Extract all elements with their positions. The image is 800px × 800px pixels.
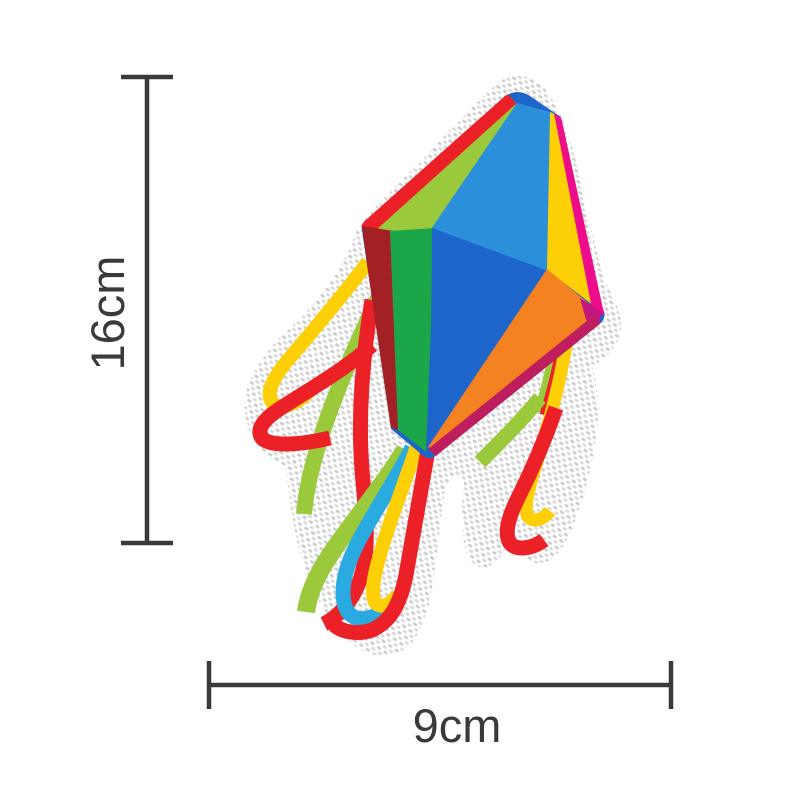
ribbon-lime-center [297,445,413,614]
width-dimension [206,661,674,709]
balloon-body [361,91,605,459]
facet-crimson-edge [428,316,603,458]
ribbon-lime-right [474,393,546,468]
facet-lime-top [374,103,529,232]
facet-dark-magenta [580,298,602,326]
ribbon-red-center [329,448,436,640]
facet-orange [428,269,599,452]
ribbon-cyan-center [335,444,419,626]
height-dimension [121,74,173,546]
facet-dark-blue [430,228,548,454]
facet-light-blue [431,103,554,271]
ribbon-yellow-center [365,440,425,613]
facet-magenta-edge [554,113,605,315]
ribbon-red-left-curl [252,339,378,452]
width-dimension-label: 9cm [412,699,502,752]
center-ribbons [297,440,436,640]
ribbon-red-right-loop [499,405,564,556]
height-dimension-label: 16cm [81,255,134,371]
facet-red-edge [361,92,524,236]
facet-green [390,228,435,452]
